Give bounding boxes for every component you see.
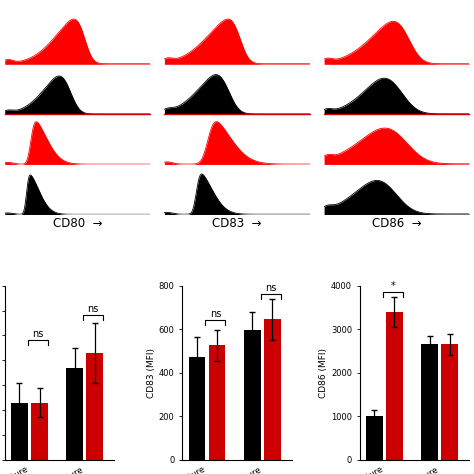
- Text: ns: ns: [32, 329, 44, 339]
- Text: ns: ns: [88, 304, 99, 314]
- Text: *: *: [391, 281, 395, 291]
- Text: CD83  →: CD83 →: [212, 217, 262, 230]
- Bar: [66, 368, 83, 460]
- Bar: [189, 357, 205, 460]
- Bar: [421, 345, 438, 460]
- Bar: [31, 402, 48, 460]
- Bar: [244, 330, 261, 460]
- Bar: [86, 353, 103, 460]
- Y-axis label: CD83 (MFI): CD83 (MFI): [147, 348, 156, 398]
- Text: ns: ns: [210, 309, 221, 319]
- Text: CD86  →: CD86 →: [372, 217, 421, 230]
- Bar: [441, 345, 458, 460]
- Bar: [264, 319, 281, 460]
- Bar: [209, 346, 226, 460]
- Bar: [366, 416, 383, 460]
- Y-axis label: CD86 (MFI): CD86 (MFI): [319, 348, 328, 398]
- Text: CD80  →: CD80 →: [53, 217, 102, 230]
- Bar: [11, 402, 28, 460]
- Text: ns: ns: [265, 283, 276, 293]
- Bar: [386, 312, 403, 460]
